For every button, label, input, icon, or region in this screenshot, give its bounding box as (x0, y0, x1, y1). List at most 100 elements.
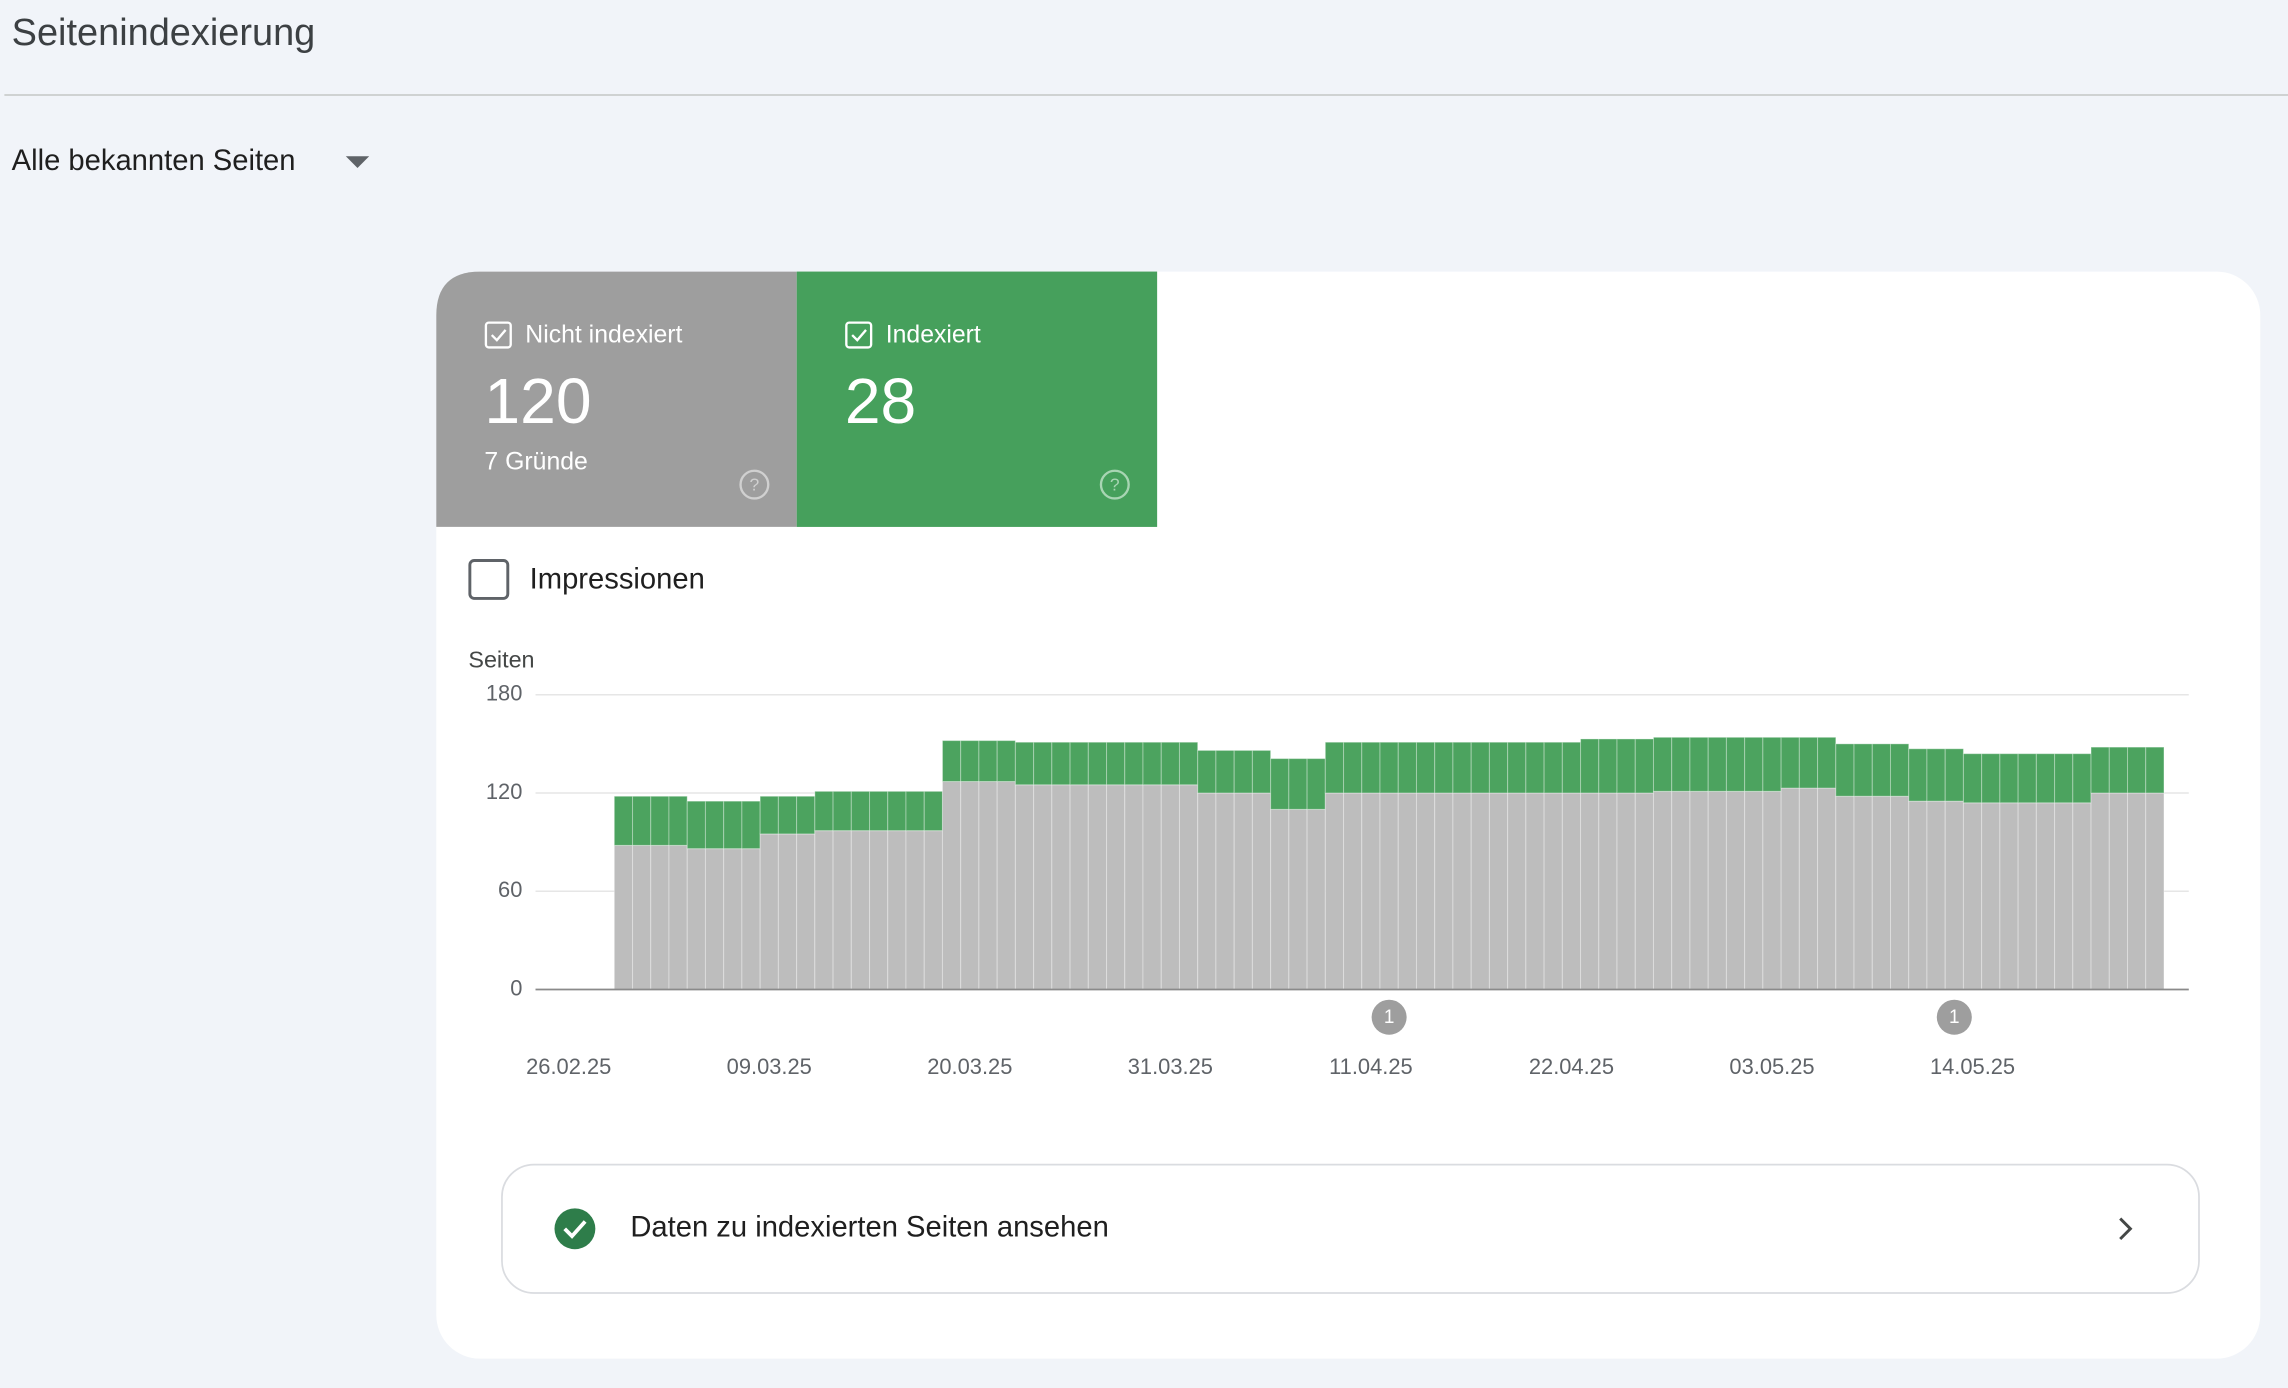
bar-segment (704, 800, 725, 850)
bar-segment (960, 781, 980, 990)
checkbox[interactable] (484, 321, 512, 349)
bar-segment (1962, 802, 1983, 990)
bar-segment (1014, 784, 1035, 990)
bar-segment (2090, 746, 2110, 794)
x-tick-label: 09.03.25 (727, 1054, 812, 1079)
checkbox[interactable] (845, 321, 873, 349)
chevron[interactable] (2119, 1217, 2133, 1241)
bar-segment (887, 830, 907, 990)
annotation-label: 1 (1949, 1007, 1960, 1028)
y-tick-label: 120 (486, 779, 522, 804)
bar-segment (1051, 741, 1071, 786)
filter-label[interactable]: Alle bekannten Seiten (12, 145, 296, 177)
bar-segment (1817, 736, 1837, 789)
impressions-toggle[interactable]: Impressionen (468, 559, 705, 600)
bar-segment (1580, 738, 1600, 794)
bar-segment (777, 795, 798, 835)
bar-segment (668, 844, 688, 990)
card-value: 28 (845, 365, 916, 437)
bar-segment (723, 800, 743, 850)
bar-segment (1871, 743, 1892, 797)
link-box[interactable] (501, 1163, 2200, 1294)
bar-segment (941, 740, 962, 783)
bar-segment (1361, 792, 1381, 990)
bar-segment (2017, 753, 2037, 804)
bar-segment (1561, 792, 1582, 990)
bar-segment (613, 795, 634, 846)
bar-segment (1926, 800, 1946, 990)
bar-segment (650, 795, 670, 846)
bar-segment (1999, 753, 2019, 804)
help-icon[interactable] (1099, 469, 1130, 500)
card-background[interactable] (436, 271, 797, 527)
bar-segment (1142, 741, 1162, 786)
bar-segment (650, 844, 670, 990)
bar-segment (1725, 736, 1746, 792)
bar-segment (759, 833, 779, 990)
bar-segment (1397, 741, 1417, 794)
toggle-label[interactable]: Impressionen (530, 564, 705, 596)
link-label[interactable]: Daten zu indexierten Seiten ansehen (630, 1211, 1108, 1243)
annotation-label: 1 (1384, 1007, 1395, 1028)
bar-segment (1470, 741, 1490, 794)
bar-segment (1908, 800, 1928, 990)
card-indexed[interactable]: Indexiert 28 ? (796, 271, 1158, 527)
bar-segment (741, 848, 761, 990)
bar-segment (1452, 741, 1472, 794)
bar-segment (1908, 748, 1928, 802)
bar-segment (905, 830, 925, 990)
bar-segment (869, 830, 889, 990)
bar-segment (978, 740, 998, 783)
bar-segment (1561, 741, 1582, 794)
bar-segment (723, 848, 743, 990)
x-tick-label: 14.05.25 (1930, 1054, 2015, 1079)
bar-segment (2126, 746, 2147, 794)
bar-segment (887, 790, 907, 832)
bar-segment (1434, 741, 1454, 794)
x-tick-label: 31.03.25 (1128, 1054, 1213, 1079)
dropdown-arrow[interactable] (345, 156, 370, 168)
checkbox[interactable] (468, 559, 510, 600)
bar-segment (613, 844, 634, 990)
bar-segment (1835, 795, 1855, 990)
card-not-indexed[interactable]: Nicht indexiert 120 7 Gründe ? (436, 271, 797, 527)
bar-segment (1525, 741, 1545, 794)
bar-segment (978, 781, 998, 990)
y-tick-label: 60 (498, 877, 522, 902)
bar-segment (1798, 787, 1819, 990)
card-label: Indexiert (886, 321, 981, 348)
y-axis-label: Seiten (468, 646, 534, 672)
bar-segment (741, 800, 761, 850)
bar-segment (2108, 792, 2129, 990)
bar-segment (850, 830, 871, 990)
help-icon[interactable] (739, 469, 770, 500)
bar-segment (2126, 792, 2147, 990)
bar-segment (941, 781, 962, 990)
card-background[interactable] (796, 271, 1158, 527)
page-title: Seitenindexierung (12, 12, 316, 54)
bar-segment (1160, 741, 1180, 786)
bar-segment (1215, 749, 1235, 794)
bar-segment (1598, 792, 1618, 990)
bar-segment (1507, 741, 1527, 794)
bar-segment (1543, 741, 1563, 794)
bar-segment (832, 830, 852, 990)
bar-segment (996, 781, 1016, 990)
bar-segment (1944, 800, 1964, 990)
bar-segment (1051, 784, 1071, 990)
bar-segment (1106, 741, 1126, 786)
x-tick-label: 26.02.25 (526, 1054, 611, 1079)
link-row[interactable]: Daten zu indexierten Seiten ansehen (501, 1163, 2200, 1294)
bar-segment (1507, 792, 1527, 990)
bar-segment (2072, 753, 2092, 804)
bar-segment (1853, 795, 1873, 990)
y-tick-label: 180 (486, 681, 522, 706)
bar-segment (1324, 792, 1345, 990)
help-icon-mark: ? (1110, 475, 1120, 495)
bar-segment (1343, 792, 1363, 990)
bar-segment (832, 790, 852, 832)
bar-segment (1415, 741, 1436, 794)
bar-segment (1452, 792, 1472, 990)
filter-dropdown[interactable]: Alle bekannten Seiten (12, 145, 370, 177)
bar-segment (1087, 784, 1108, 990)
